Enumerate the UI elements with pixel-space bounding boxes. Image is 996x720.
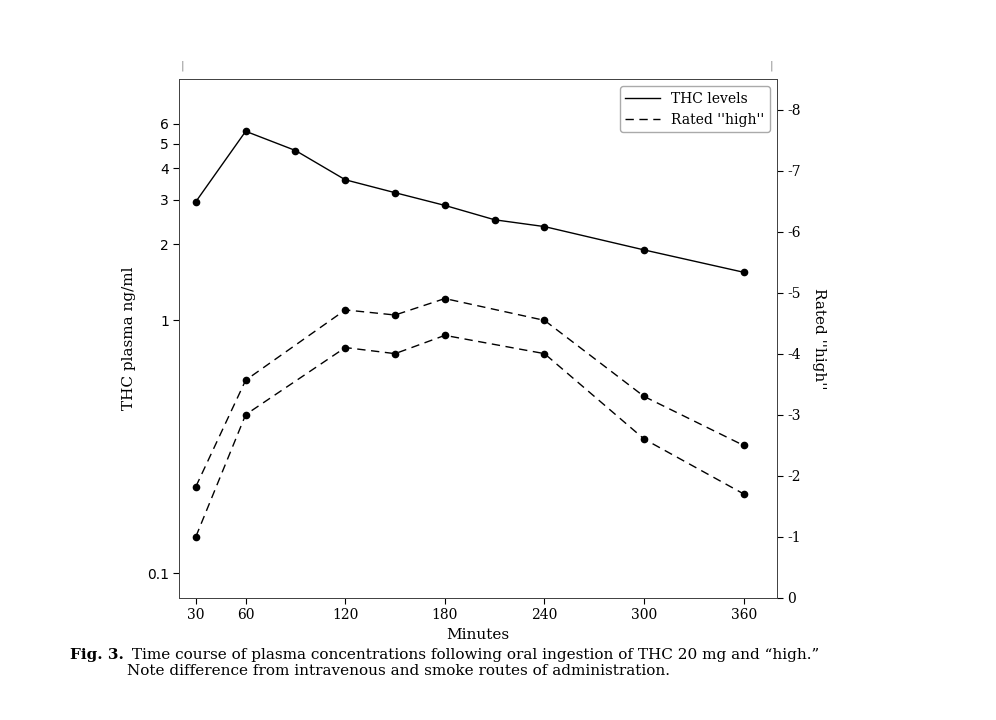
X-axis label: Minutes: Minutes [446, 628, 510, 642]
Text: Time course of plasma concentrations following oral ingestion of THC 20 mg and “: Time course of plasma concentrations fol… [127, 648, 820, 678]
Text: Fig. 3.: Fig. 3. [70, 648, 124, 662]
Text: |: | [770, 60, 774, 71]
Text: |: | [180, 60, 184, 71]
Y-axis label: Rated ''high'': Rated ''high'' [812, 288, 826, 389]
Y-axis label: THC plasma ng/ml: THC plasma ng/ml [122, 266, 135, 410]
Legend: THC levels, Rated ''high'': THC levels, Rated ''high'' [620, 86, 770, 132]
